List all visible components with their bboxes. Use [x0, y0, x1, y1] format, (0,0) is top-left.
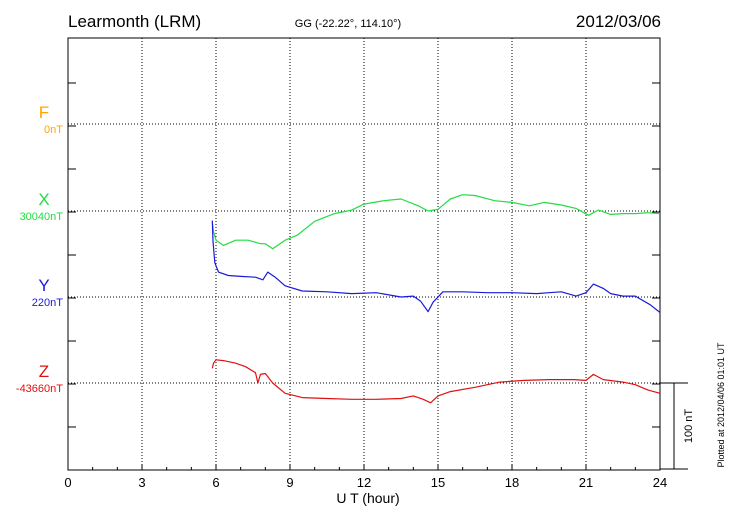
series-baseline-f: 0nT: [44, 124, 63, 136]
x-tick-label: 6: [212, 475, 219, 490]
axis-ticks: [67, 82, 661, 470]
traces: [211, 194, 661, 404]
series-baseline-x: 30040nT: [20, 211, 64, 223]
grid-lines: [68, 38, 660, 470]
x-tick-label: 0: [64, 475, 71, 490]
series-baseline-y: 220nT: [32, 297, 63, 309]
date-label: 2012/03/06: [576, 12, 661, 31]
plotted-timestamp: Plotted at 2012/04/06 01:01 UT: [716, 342, 726, 468]
series-name-z: Z: [39, 362, 49, 381]
series-name-y: Y: [38, 276, 49, 295]
coordinates-label: GG (-22.22°, 114.10°): [295, 18, 401, 30]
series-baseline-z: -43660nT: [16, 383, 63, 395]
x-tick-label: 18: [505, 475, 519, 490]
series-line-y: [211, 220, 661, 313]
x-axis-label: U T (hour): [336, 490, 399, 506]
x-tick-label: 15: [431, 475, 445, 490]
scale-bar-label: 100 nT: [683, 409, 695, 444]
x-tick-label: 9: [286, 475, 293, 490]
series-line-z: [211, 359, 661, 404]
station-title: Learmonth (LRM): [68, 12, 201, 31]
x-tick-label: 21: [579, 475, 593, 490]
series-line-x: [211, 194, 661, 250]
x-tick-label: 3: [138, 475, 145, 490]
series-name-f: F: [39, 103, 49, 122]
component-labels: F 0nT X 30040nT Y 220nT Z -43660nT: [16, 103, 63, 395]
x-tick-label: 24: [653, 475, 667, 490]
x-tick-label: 12: [357, 475, 371, 490]
series-name-x: X: [38, 190, 49, 209]
x-tick-labels: 0 3 6 9 12 15 18 21 24: [64, 475, 667, 490]
scale-bar: 100 nT: [660, 382, 695, 470]
